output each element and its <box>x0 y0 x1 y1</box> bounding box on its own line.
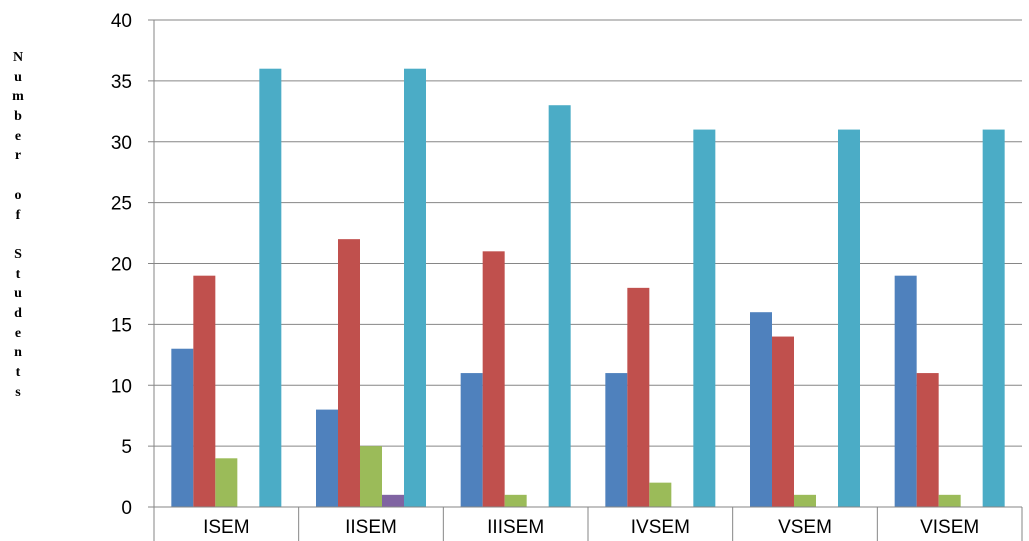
bar <box>982 129 1005 507</box>
y-tick-label: 30 <box>111 133 132 154</box>
x-category-label: VISEM <box>920 517 979 538</box>
bar <box>627 287 650 507</box>
y-axis-label-char: b <box>14 109 22 125</box>
bar <box>750 312 772 507</box>
y-axis-label-char: e <box>14 128 22 144</box>
y-axis-label-char: t <box>15 266 21 282</box>
bar <box>605 373 628 507</box>
bar <box>171 348 194 507</box>
bar <box>259 68 282 507</box>
y-tick-label: 40 <box>111 11 132 32</box>
bar <box>338 239 360 507</box>
y-axis-label-char: S <box>14 246 22 262</box>
x-category-label: IVSEM <box>631 517 690 538</box>
category-labels: ISEM IISEM IIISEM IVSEM VSEM VISEM <box>203 517 979 538</box>
bars <box>171 68 1005 507</box>
x-category-label: ISEM <box>203 517 249 538</box>
y-axis-label-char: u <box>14 69 22 85</box>
bar <box>382 494 404 507</box>
y-tick-label: 15 <box>111 315 132 336</box>
y-axis-label-char: d <box>14 305 22 321</box>
y-axis-label-char: s <box>15 384 21 400</box>
bar <box>938 494 961 507</box>
bar <box>482 251 505 507</box>
bar <box>772 336 794 507</box>
bar <box>894 275 917 507</box>
y-tick-labels: 0 5 10 15 20 25 30 35 40 <box>111 11 132 519</box>
axes <box>153 20 1023 541</box>
bar <box>404 68 426 507</box>
bar <box>794 494 816 507</box>
bar <box>693 129 716 507</box>
bar <box>838 129 860 507</box>
bar <box>193 275 216 507</box>
y-axis-label-char: m <box>12 89 24 105</box>
y-axis-label-char: t <box>15 365 21 380</box>
bar <box>504 494 527 507</box>
gridlines <box>148 19 1022 508</box>
y-tick-label: 10 <box>111 376 132 397</box>
bar <box>316 409 338 507</box>
y-axis-label-char: n <box>14 345 22 361</box>
y-axis-label-char: u <box>14 286 22 302</box>
y-axis-label-char: N <box>12 50 24 65</box>
y-tick-label: 20 <box>111 255 132 276</box>
bar <box>215 458 238 507</box>
bar <box>916 373 939 507</box>
y-tick-label: 35 <box>111 72 132 93</box>
y-tick-label: 25 <box>111 194 132 215</box>
bar <box>548 105 571 507</box>
y-axis-label-char: r <box>14 148 22 164</box>
y-tick-label: 5 <box>121 437 132 458</box>
y-axis-label-char: f <box>15 207 21 223</box>
bar <box>649 482 672 507</box>
x-category-label: IIISEM <box>487 517 544 538</box>
y-axis-label-char: o <box>14 187 22 203</box>
y-axis-label-char: e <box>14 325 22 341</box>
x-category-label: IISEM <box>345 517 397 538</box>
bar <box>360 446 382 507</box>
bar <box>460 373 483 507</box>
x-category-label: VSEM <box>778 517 832 538</box>
y-tick-label: 0 <box>121 498 132 519</box>
